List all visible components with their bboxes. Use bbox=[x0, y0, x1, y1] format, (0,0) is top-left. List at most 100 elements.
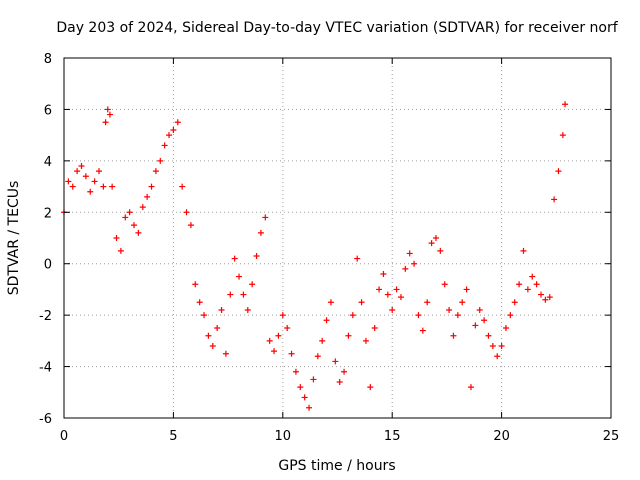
data-point bbox=[380, 271, 387, 277]
data-point bbox=[183, 209, 190, 216]
y-tick-label: -4 bbox=[39, 361, 52, 376]
data-point bbox=[419, 327, 426, 334]
y-tick-label: 8 bbox=[44, 52, 52, 67]
data-point bbox=[214, 325, 221, 331]
data-point bbox=[244, 307, 251, 313]
data-point bbox=[502, 325, 509, 331]
data-point bbox=[341, 368, 348, 375]
data-point bbox=[327, 299, 334, 306]
data-point bbox=[472, 322, 479, 329]
y-tick-label: 4 bbox=[44, 155, 52, 170]
data-point bbox=[432, 235, 439, 241]
data-point bbox=[424, 299, 431, 306]
x-axis-label: GPS time / hours bbox=[278, 458, 395, 474]
x-tick-label: 10 bbox=[275, 429, 292, 444]
data-point bbox=[82, 173, 89, 180]
data-point bbox=[271, 348, 278, 355]
data-point bbox=[393, 286, 400, 293]
data-point bbox=[106, 111, 113, 118]
data-point bbox=[104, 106, 111, 113]
data-point bbox=[196, 299, 203, 306]
data-point bbox=[533, 281, 540, 288]
y-tick-label: 2 bbox=[44, 206, 52, 221]
data-point bbox=[222, 350, 229, 357]
data-point bbox=[498, 343, 505, 349]
data-point bbox=[415, 312, 422, 319]
data-point bbox=[485, 332, 492, 339]
x-tick-label: 5 bbox=[169, 429, 177, 444]
data-point bbox=[551, 196, 558, 203]
data-point bbox=[454, 312, 461, 319]
data-point bbox=[236, 273, 243, 280]
data-point bbox=[144, 193, 151, 200]
data-point bbox=[542, 296, 549, 303]
data-point bbox=[113, 235, 120, 241]
y-tick-label: 6 bbox=[44, 103, 52, 118]
data-point bbox=[87, 188, 94, 195]
data-point bbox=[102, 119, 109, 126]
data-point bbox=[323, 317, 330, 324]
plot-frame bbox=[63, 57, 612, 419]
data-point bbox=[446, 307, 453, 313]
data-point bbox=[441, 281, 448, 288]
data-point bbox=[459, 299, 466, 306]
data-point bbox=[139, 204, 146, 211]
data-point bbox=[476, 307, 483, 313]
data-point bbox=[507, 312, 514, 319]
data-point bbox=[336, 379, 343, 385]
data-point bbox=[253, 253, 260, 259]
data-point bbox=[231, 255, 238, 262]
data-point bbox=[297, 384, 304, 391]
axis-ticks bbox=[63, 57, 612, 419]
chart-title: Day 203 of 2024, Sidereal Day-to-day VTE… bbox=[56, 20, 618, 36]
data-point bbox=[463, 286, 470, 293]
data-point bbox=[489, 343, 496, 349]
data-point bbox=[301, 394, 308, 401]
data-point bbox=[494, 353, 501, 360]
x-tick-label: 20 bbox=[493, 429, 510, 444]
data-point bbox=[516, 281, 523, 288]
data-point bbox=[174, 119, 181, 126]
data-point bbox=[152, 168, 159, 175]
data-point bbox=[209, 343, 216, 349]
data-point bbox=[450, 332, 457, 339]
x-tick-label: 15 bbox=[384, 429, 401, 444]
data-point bbox=[511, 299, 518, 306]
data-point bbox=[131, 222, 138, 229]
data-point bbox=[262, 214, 269, 221]
data-point bbox=[397, 294, 404, 301]
data-point bbox=[96, 168, 103, 175]
y-tick-label: -6 bbox=[39, 412, 52, 427]
data-point bbox=[406, 250, 413, 257]
data-point bbox=[384, 291, 391, 298]
data-point bbox=[292, 368, 299, 375]
data-point bbox=[161, 142, 168, 149]
data-point bbox=[371, 325, 378, 331]
data-point bbox=[358, 299, 365, 306]
data-point bbox=[266, 337, 273, 344]
data-point bbox=[555, 168, 562, 175]
data-point bbox=[306, 404, 313, 411]
data-point bbox=[279, 312, 286, 319]
data-point bbox=[249, 281, 256, 288]
data-point bbox=[218, 307, 225, 313]
data-point bbox=[524, 286, 531, 293]
data-point bbox=[78, 163, 85, 169]
y-axis-label: SDTVAR / TECUs bbox=[6, 181, 22, 296]
data-point bbox=[537, 291, 544, 298]
data-point bbox=[170, 127, 177, 133]
x-tick-label: 0 bbox=[60, 429, 68, 444]
data-point bbox=[117, 247, 124, 254]
data-point bbox=[100, 183, 107, 190]
data-point bbox=[275, 332, 282, 339]
data-point bbox=[179, 183, 186, 190]
data-point bbox=[402, 265, 409, 272]
data-point bbox=[319, 337, 326, 344]
data-point bbox=[437, 247, 444, 254]
data-point bbox=[148, 183, 155, 190]
data-point bbox=[546, 294, 553, 301]
data-point bbox=[257, 229, 264, 236]
grid bbox=[64, 58, 611, 418]
